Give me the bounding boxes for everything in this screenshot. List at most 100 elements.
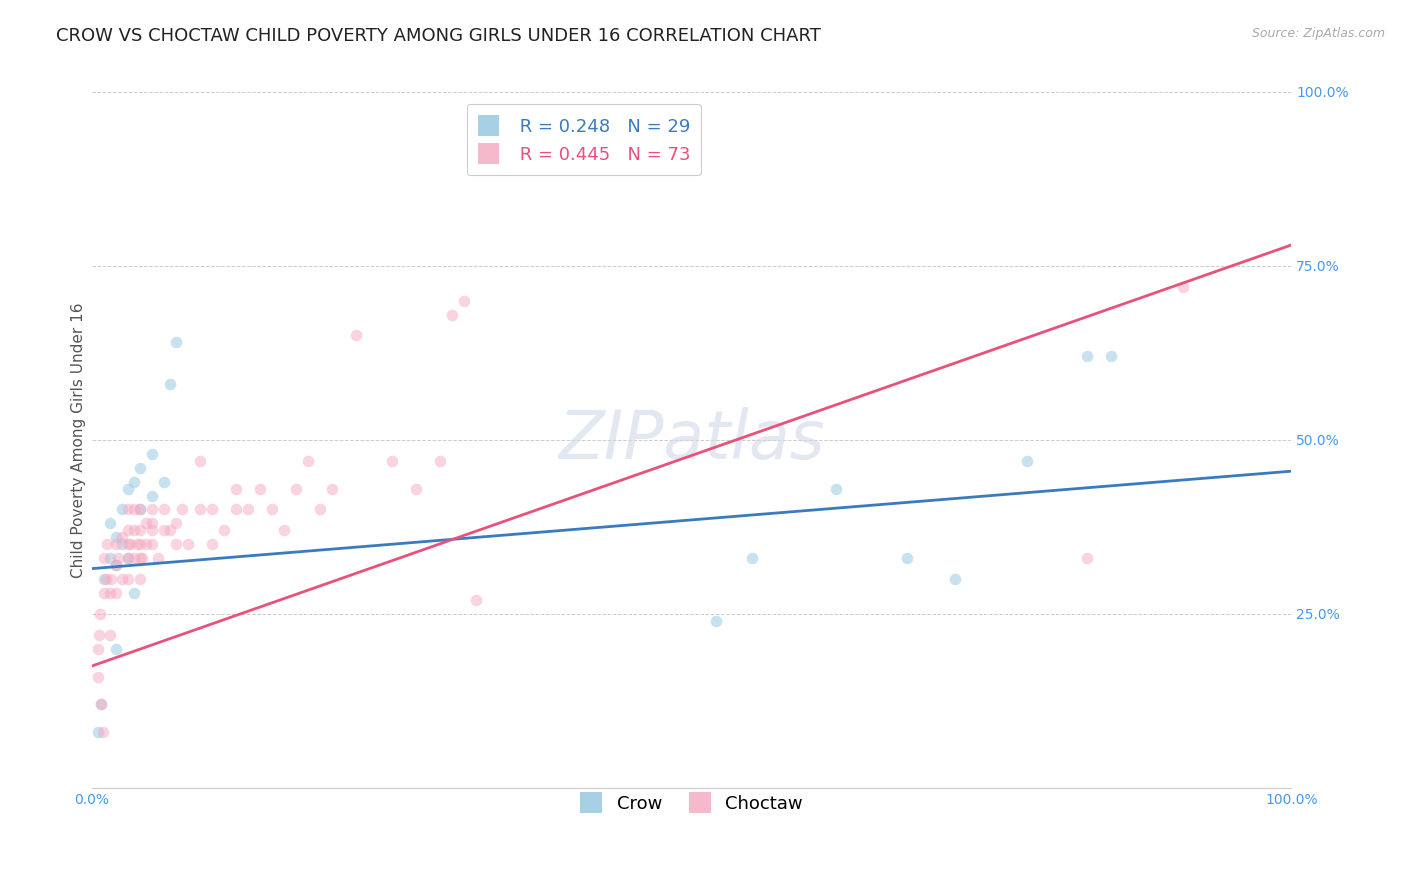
Point [98, 628, 121, 642]
Point [188, 454, 211, 468]
Point [440, 308, 463, 322]
Point [152, 524, 174, 538]
Point [225, 502, 247, 516]
Point [177, 537, 200, 551]
Point [122, 551, 145, 566]
Point [128, 572, 150, 586]
Legend: Crow, Choctaw: Crow, Choctaw [569, 781, 814, 824]
Point [111, 537, 134, 551]
Point [381, 454, 404, 468]
Point [824, 482, 846, 496]
Point [453, 293, 475, 308]
Point [170, 502, 193, 516]
Point [117, 551, 139, 566]
Point [141, 489, 163, 503]
Point [405, 482, 427, 496]
Point [135, 537, 157, 551]
Point [297, 454, 319, 468]
Point [87, 725, 110, 739]
Point [236, 502, 259, 516]
Point [104, 530, 127, 544]
Point [104, 558, 127, 573]
Point [128, 502, 150, 516]
Point [128, 551, 150, 566]
Point [128, 524, 150, 538]
Point [1076, 551, 1098, 566]
Point [117, 502, 139, 516]
Point [87, 628, 110, 642]
Point [122, 586, 145, 600]
Point [104, 537, 127, 551]
Text: CROW VS CHOCTAW CHILD POVERTY AMONG GIRLS UNDER 16 CORRELATION CHART: CROW VS CHOCTAW CHILD POVERTY AMONG GIRL… [56, 27, 821, 45]
Point [152, 475, 174, 489]
Point [96, 537, 118, 551]
Point [122, 502, 145, 516]
Point [128, 502, 150, 516]
Point [165, 335, 187, 350]
Point [117, 482, 139, 496]
Point [1017, 454, 1039, 468]
Y-axis label: Child Poverty Among Girls Under 16: Child Poverty Among Girls Under 16 [72, 302, 86, 578]
Point [120, 537, 142, 551]
Point [321, 482, 343, 496]
Point [152, 502, 174, 516]
Point [117, 551, 139, 566]
Point [122, 475, 145, 489]
Point [117, 572, 139, 586]
Point [111, 502, 134, 516]
Point [141, 537, 163, 551]
Point [87, 669, 110, 683]
Point [111, 530, 134, 544]
Point [104, 586, 127, 600]
Point [131, 551, 153, 566]
Point [1099, 349, 1122, 363]
Point [1173, 279, 1195, 293]
Point [127, 537, 149, 551]
Point [201, 502, 224, 516]
Point [201, 537, 224, 551]
Point [225, 482, 247, 496]
Point [111, 572, 134, 586]
Point [128, 460, 150, 475]
Point [104, 558, 127, 573]
Point [344, 328, 367, 343]
Point [89, 607, 111, 621]
Point [249, 482, 271, 496]
Point [141, 502, 163, 516]
Point [1076, 349, 1098, 363]
Point [100, 572, 122, 586]
Point [128, 537, 150, 551]
Point [91, 725, 114, 739]
Point [107, 551, 129, 566]
Point [104, 641, 127, 656]
Point [98, 551, 121, 566]
Point [945, 572, 967, 586]
Point [165, 516, 187, 531]
Point [141, 516, 163, 531]
Point [308, 502, 330, 516]
Point [98, 586, 121, 600]
Text: Source: ZipAtlas.com: Source: ZipAtlas.com [1251, 27, 1385, 40]
Point [159, 377, 181, 392]
Point [87, 641, 110, 656]
Point [741, 551, 763, 566]
Point [135, 516, 157, 531]
Point [122, 524, 145, 538]
Point [212, 524, 235, 538]
Point [188, 502, 211, 516]
Point [93, 586, 115, 600]
Point [273, 524, 295, 538]
Point [90, 698, 112, 712]
Point [98, 516, 121, 531]
Point [96, 572, 118, 586]
Point [141, 447, 163, 461]
Point [260, 502, 283, 516]
Point [90, 698, 112, 712]
Point [429, 454, 451, 468]
Point [464, 593, 486, 607]
Point [93, 572, 115, 586]
Point [117, 524, 139, 538]
Point [896, 551, 918, 566]
Point [165, 537, 187, 551]
Point [146, 551, 169, 566]
